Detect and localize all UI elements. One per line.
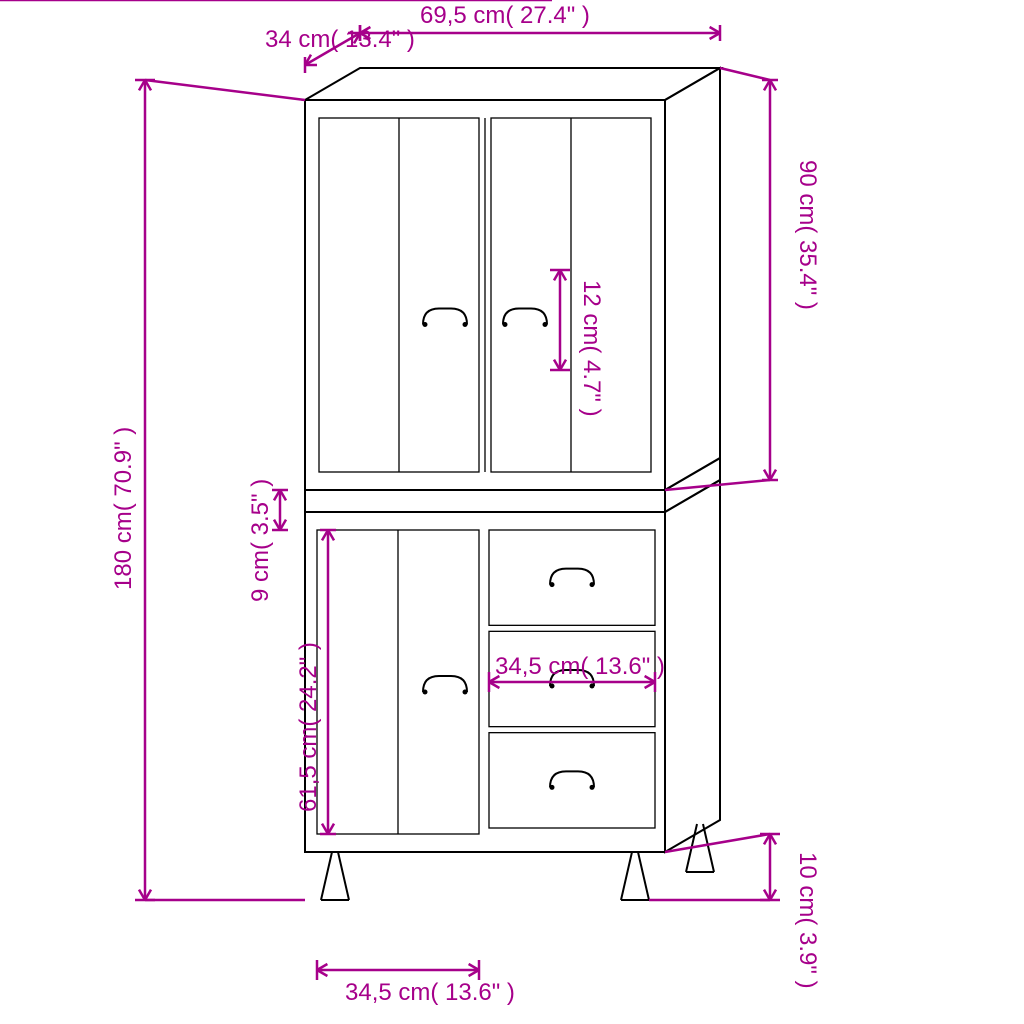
svg-text:34,5 cm( 13.6" ): 34,5 cm( 13.6" ) bbox=[495, 653, 665, 680]
svg-text:34,5 cm( 13.6" ): 34,5 cm( 13.6" ) bbox=[345, 979, 515, 1006]
svg-text:90 cm( 35.4" ): 90 cm( 35.4" ) bbox=[794, 160, 821, 310]
svg-text:12 cm( 4.7" ): 12 cm( 4.7" ) bbox=[578, 280, 605, 417]
svg-text:61,5 cm( 24.2" ): 61,5 cm( 24.2" ) bbox=[295, 642, 322, 812]
svg-text:10 cm( 3.9" ): 10 cm( 3.9" ) bbox=[794, 852, 821, 989]
svg-text:69,5 cm( 27.4" ): 69,5 cm( 27.4" ) bbox=[420, 2, 590, 29]
svg-text:34 cm( 13.4" ): 34 cm( 13.4" ) bbox=[265, 26, 415, 53]
svg-text:180 cm( 70.9" ): 180 cm( 70.9" ) bbox=[110, 427, 137, 590]
svg-text:9 cm( 3.5" ): 9 cm( 3.5" ) bbox=[247, 479, 274, 602]
